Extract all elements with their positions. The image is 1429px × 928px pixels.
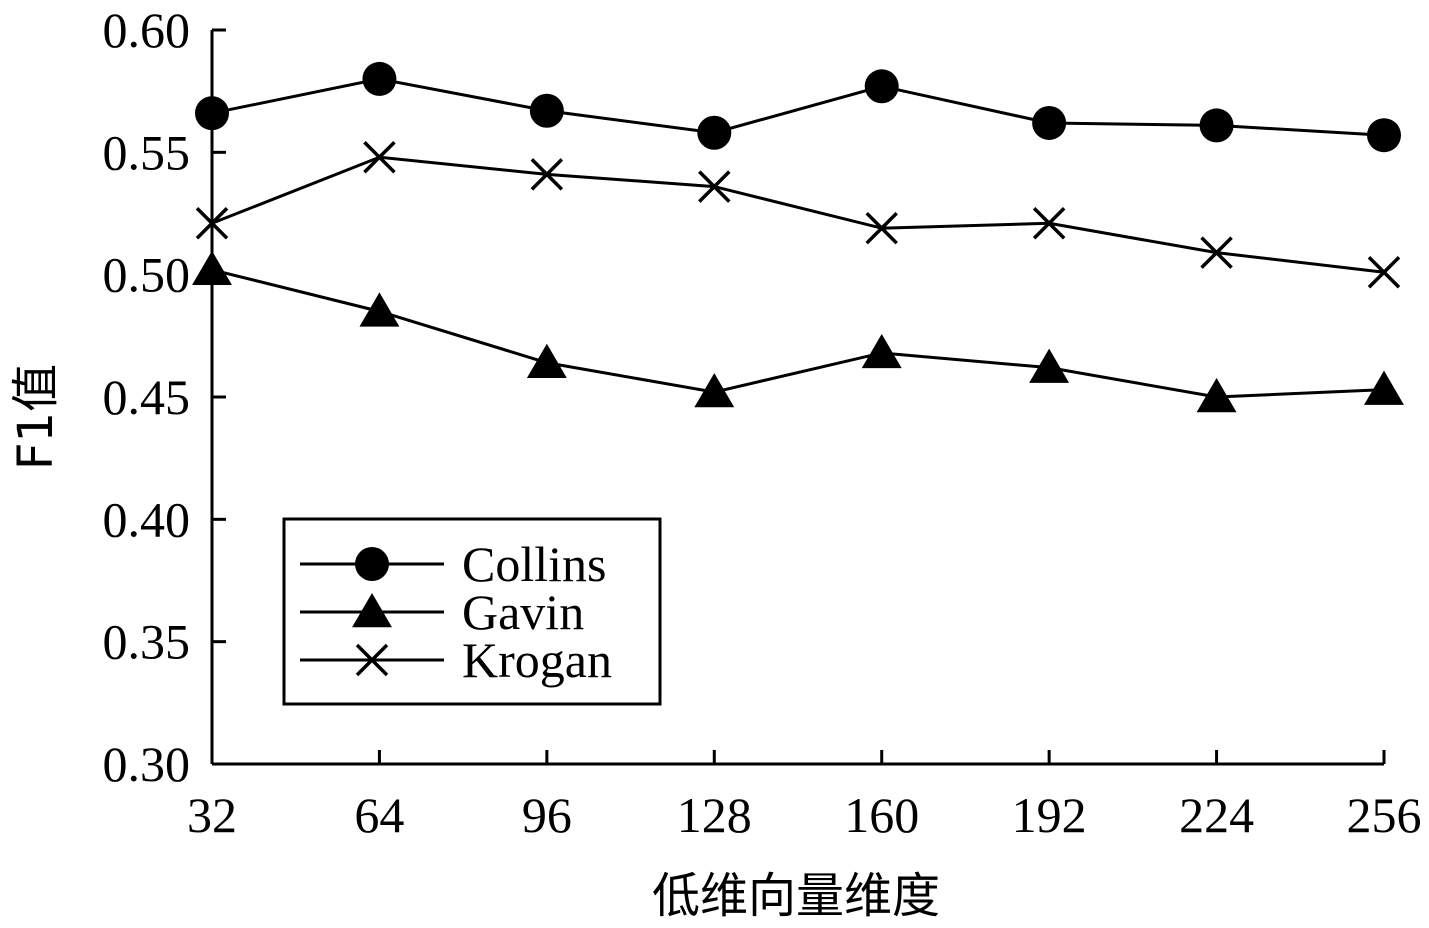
series-gavin <box>192 250 1404 413</box>
data-point-collins <box>1032 105 1067 140</box>
data-point-collins <box>362 61 397 96</box>
y-tick-label: 0.45 <box>103 369 191 425</box>
legend-item-collins: Collins <box>300 536 606 592</box>
x-tick-label: 224 <box>1179 787 1254 843</box>
y-tick-label: 0.30 <box>103 736 191 792</box>
data-point-gavin <box>1029 348 1070 383</box>
legend-marker-krogan <box>355 643 389 677</box>
y-axis-title: F1值 <box>8 364 64 470</box>
y-tick-label: 0.55 <box>103 124 191 180</box>
data-point-collins <box>529 93 564 128</box>
y-tick-label: 0.60 <box>103 2 191 58</box>
legend-marker-gavin <box>352 593 392 628</box>
data-point-gavin <box>359 292 400 327</box>
series-line-collins <box>211 77 1385 137</box>
legend-item-gavin: Gavin <box>300 584 584 640</box>
x-tick-label: 160 <box>844 787 919 843</box>
data-point-krogan <box>698 170 731 203</box>
series-krogan <box>195 140 1401 289</box>
x-tick-label: 32 <box>187 787 237 843</box>
data-point-collins <box>1367 118 1401 153</box>
x-tick-label: 256 <box>1347 787 1422 843</box>
data-point-gavin <box>861 333 902 369</box>
data-point-gavin <box>1196 378 1237 413</box>
legend-label-collins: Collins <box>462 536 606 592</box>
data-point-krogan <box>195 207 229 240</box>
series-collins <box>195 61 1401 153</box>
series-line-krogan <box>211 155 1385 274</box>
data-point-gavin <box>192 250 232 285</box>
legend-marker-collins <box>355 547 389 581</box>
legend-label-gavin: Gavin <box>462 584 584 640</box>
x-tick-label: 192 <box>1012 787 1087 843</box>
legend-box <box>282 517 662 706</box>
data-point-collins <box>195 96 229 131</box>
series-group <box>192 61 1404 413</box>
axes: 0.30 0.35 0.40 0.45 0.50 0.55 0.60 32 64 96 128 160… <box>8 2 1422 924</box>
legend-item-krogan: Krogan <box>300 632 612 688</box>
data-point-krogan <box>1200 236 1233 269</box>
data-point-collins <box>1199 108 1234 143</box>
x-tick-label: 64 <box>354 787 404 843</box>
legend-label-krogan: Krogan <box>462 632 612 688</box>
x-axis-title: 低维向量维度 <box>652 868 940 924</box>
data-point-krogan <box>1367 255 1401 289</box>
y-tick-label: 0.50 <box>103 247 191 303</box>
data-point-collins <box>864 69 899 104</box>
data-point-gavin <box>694 373 735 408</box>
data-point-gavin <box>526 343 567 378</box>
data-point-collins <box>697 115 732 150</box>
data-point-krogan <box>865 211 898 245</box>
y-tick-label: 0.35 <box>103 614 191 670</box>
x-tick-label: 128 <box>677 787 752 843</box>
y-tick-label: 0.40 <box>103 491 191 547</box>
x-tick-label: 96 <box>522 787 572 843</box>
data-point-krogan <box>363 140 396 174</box>
data-point-krogan <box>1032 207 1066 240</box>
data-point-krogan <box>530 158 564 191</box>
data-point-gavin <box>1364 370 1404 405</box>
series-line-gavin <box>211 268 1385 399</box>
